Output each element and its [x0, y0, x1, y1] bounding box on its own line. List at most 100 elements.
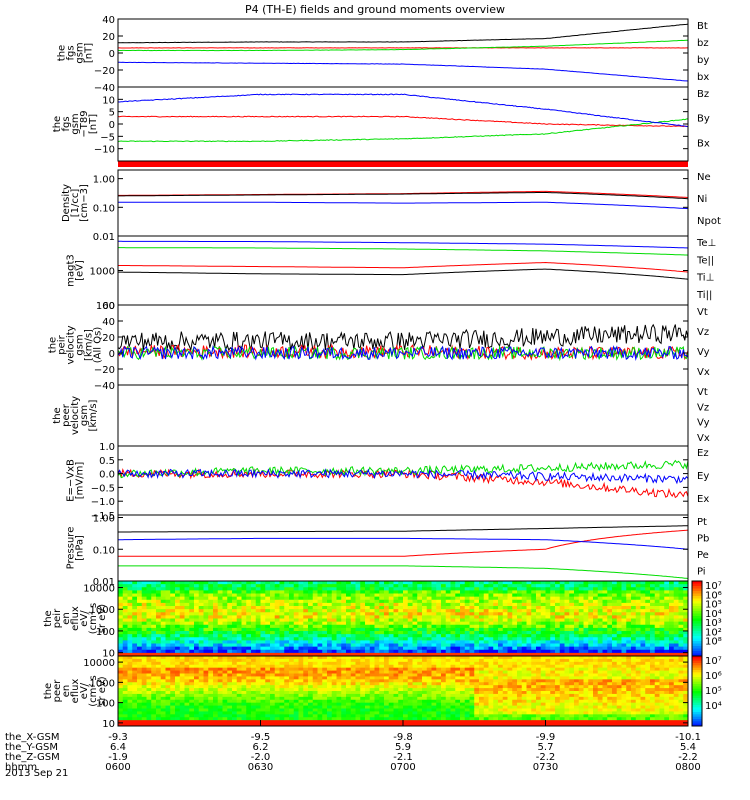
heatmap-cell: [213, 609, 219, 613]
heatmap-cell: [474, 631, 480, 635]
heatmap-cell: [640, 587, 646, 591]
heatmap-cell: [479, 708, 485, 712]
heatmap-cell: [455, 581, 461, 585]
heatmap-cell: [455, 646, 461, 651]
heatmap-cell: [308, 685, 314, 689]
heatmap-cell: [393, 702, 399, 706]
heatmap-cell: [374, 599, 380, 604]
heatmap-cell: [132, 702, 138, 706]
heatmap-cell: [555, 609, 561, 613]
heatmap-cell: [493, 649, 499, 654]
heatmap-cell: [365, 618, 371, 623]
heatmap-cell: [578, 646, 584, 651]
heatmap-cell: [165, 649, 171, 654]
heatmap-cell: [246, 688, 252, 692]
heatmap-cell: [602, 602, 608, 607]
heatmap-cell: [631, 615, 637, 619]
heatmap-cell: [160, 670, 166, 674]
heatmap-cell: [246, 646, 252, 651]
heatmap-cell: [331, 584, 337, 588]
heatmap-cell: [151, 711, 157, 715]
heatmap-cell: [198, 602, 204, 607]
heatmap-cell: [184, 581, 190, 585]
heatmap-cell: [398, 705, 404, 709]
heatmap-cell: [141, 673, 147, 677]
heatmap-cell: [521, 587, 527, 591]
heatmap-cell: [540, 621, 546, 626]
heatmap-cell: [422, 618, 428, 623]
heatmap-cell: [346, 693, 352, 698]
heatmap-cell: [574, 649, 580, 654]
heatmap-cell: [398, 702, 404, 706]
heatmap-cell: [360, 670, 366, 674]
heatmap-cell: [374, 602, 380, 607]
heatmap-cell: [365, 720, 371, 724]
heatmap-cell: [146, 615, 152, 619]
heatmap-cell: [346, 667, 352, 671]
heatmap-cell: [293, 587, 299, 591]
heatmap-cell: [545, 649, 551, 654]
heatmap-cell: [198, 676, 204, 680]
heatmap-cell: [393, 621, 399, 626]
y-tick-label: 10: [102, 649, 115, 660]
heatmap-cell: [669, 602, 675, 607]
heatmap-cell: [317, 693, 323, 698]
heatmap-cell: [298, 643, 304, 648]
heatmap-cell: [217, 708, 223, 712]
heatmap-cell: [298, 627, 304, 632]
heatmap-cell: [422, 646, 428, 651]
heatmap-cell: [289, 670, 295, 674]
heatmap-cell: [417, 593, 423, 598]
heatmap-cell: [127, 621, 133, 626]
heatmap-cell: [208, 670, 214, 674]
heatmap-cell: [118, 679, 124, 683]
heatmap-cell: [412, 664, 418, 669]
heatmap-cell: [479, 643, 485, 648]
heatmap-cell: [521, 634, 527, 638]
heatmap-cell: [137, 705, 143, 709]
heatmap-cell: [426, 688, 432, 692]
heatmap-cell: [555, 643, 561, 648]
heatmap-cell: [232, 652, 238, 657]
heatmap-cell: [431, 599, 437, 604]
heatmap-cell: [521, 618, 527, 623]
heatmap-cell: [312, 714, 318, 718]
series-bx-line: [117, 93, 689, 127]
heatmap-cell: [179, 688, 185, 692]
heatmap-cell: [417, 621, 423, 626]
heatmap-cell: [170, 624, 176, 629]
heatmap-cell: [464, 670, 470, 674]
heatmap-cell: [393, 643, 399, 648]
heatmap-cell: [602, 646, 608, 651]
heatmap-cell: [265, 702, 271, 706]
heatmap-cell: [341, 606, 347, 610]
heatmap-cell: [331, 643, 337, 648]
heatmap-cell: [327, 634, 333, 638]
heatmap-cell: [464, 602, 470, 607]
heatmap-cell: [194, 693, 200, 698]
heatmap-cell: [141, 723, 147, 727]
heatmap-cell: [317, 590, 323, 594]
heatmap-cell: [602, 618, 608, 623]
heatmap-cell: [460, 688, 466, 692]
heatmap-cell: [232, 615, 238, 619]
heatmap-cell: [526, 631, 532, 635]
heatmap-cell: [645, 649, 651, 654]
heatmap-cell: [232, 602, 238, 607]
heatmap-cell: [279, 682, 285, 686]
heatmap-cell: [208, 637, 214, 641]
heatmap-cell: [298, 593, 304, 598]
heatmap-cell: [279, 652, 285, 657]
heatmap-cell: [355, 679, 361, 683]
heatmap-cell: [474, 693, 480, 698]
heatmap-cell: [146, 631, 152, 635]
legend-pe: Pe: [697, 550, 709, 561]
heatmap-cell: [493, 612, 499, 616]
heatmap-cell: [122, 599, 128, 604]
heatmap-cell: [597, 624, 603, 629]
heatmap-cell: [322, 581, 328, 585]
heatmap-cell: [574, 606, 580, 610]
heatmap-cell: [479, 652, 485, 657]
heatmap-cell: [312, 688, 318, 692]
